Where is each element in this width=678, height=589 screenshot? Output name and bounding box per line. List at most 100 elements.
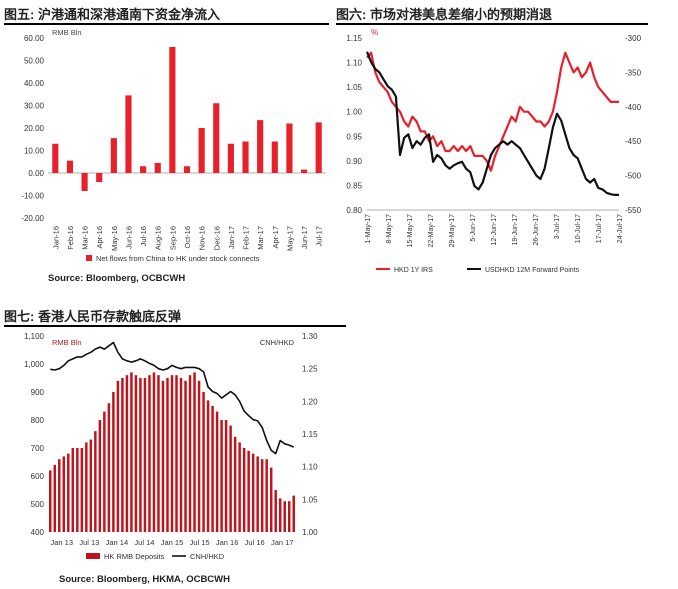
bar — [161, 380, 165, 532]
bar — [260, 459, 264, 532]
bar — [67, 453, 70, 532]
y-right-tick-label: -400 — [625, 103, 642, 112]
bar — [94, 431, 97, 532]
bar — [107, 403, 111, 532]
y-right-tick-label: -350 — [625, 68, 642, 77]
x-tick-label: Mar-16 — [81, 226, 90, 250]
bar — [80, 448, 84, 532]
bar — [154, 162, 161, 173]
x-tick-label: Feb-16 — [66, 226, 75, 250]
chart-title-5: 图五: 沪港通和深港通南下资金净流入 — [4, 7, 220, 22]
legend-label: Net flows from China to HK under stock c… — [96, 254, 260, 263]
bar — [265, 459, 268, 532]
bar — [274, 490, 277, 532]
x-tick-label: Jan 13 — [51, 538, 74, 547]
series-line-cnh-hkd — [50, 341, 295, 455]
title-underline — [4, 23, 329, 25]
y-right-tick-label: 1.00 — [302, 528, 318, 537]
x-tick-label: Jan 14 — [106, 538, 129, 547]
x-tick-label: Dec-16 — [212, 226, 221, 250]
x-tick-label: 3-Jul-17 — [554, 214, 561, 239]
bar — [206, 400, 210, 532]
bar — [134, 375, 138, 532]
x-tick-label: Nov-16 — [198, 226, 207, 250]
y-right-tick-label: 1.10 — [302, 463, 318, 472]
x-tick-label: 15-May-17 — [407, 214, 414, 248]
x-tick-label: Jul 15 — [190, 538, 210, 547]
legend-label: HK RMB Deposits — [104, 552, 165, 561]
x-tick-label: 26-Jun-17 — [533, 214, 540, 246]
bar — [271, 141, 278, 173]
chart-source-7: Source: Bloomberg, HKMA, OCBCWH — [59, 574, 230, 585]
legend-swatch — [86, 255, 92, 261]
bar — [52, 143, 59, 173]
y-left-tick-label: 0.95 — [346, 132, 362, 141]
y-right-tick-label: -450 — [625, 137, 642, 146]
bar — [169, 47, 176, 173]
y-left-tick-label: 1.00 — [346, 108, 362, 117]
y-left-tick-label: 0.80 — [346, 206, 362, 215]
x-tick-label: Jul-17 — [315, 226, 324, 246]
y-left-tick-label: 0.85 — [346, 181, 362, 190]
bar — [257, 120, 264, 173]
bar — [170, 375, 174, 532]
unit-label-left: RMB Bln — [52, 338, 82, 347]
bar — [211, 406, 214, 532]
bar — [125, 95, 132, 173]
bar — [89, 439, 93, 532]
x-tick-label: 29-May-17 — [449, 214, 456, 248]
bar — [256, 456, 259, 532]
bar — [224, 420, 228, 532]
bar — [62, 456, 66, 532]
bar — [140, 166, 147, 173]
title-underline — [4, 325, 346, 327]
bar — [179, 378, 183, 532]
x-tick-label: 22-May-17 — [428, 214, 435, 248]
title-underline — [336, 23, 648, 25]
unit-label: RMB Bln — [52, 28, 82, 37]
y-right-tick-label: 1.30 — [302, 332, 318, 341]
bar — [283, 501, 286, 532]
bar — [193, 372, 196, 532]
bar — [110, 138, 117, 173]
bar — [233, 436, 237, 532]
bar — [53, 464, 57, 532]
x-tick-label: 1-May-17 — [365, 214, 372, 244]
bar — [183, 166, 191, 173]
x-tick-label: 19-Jun-17 — [512, 214, 519, 246]
bar — [286, 123, 293, 173]
bar — [215, 411, 219, 532]
legend-label: HKD 1Y IRS — [394, 267, 433, 274]
y-left-tick-label: 500 — [31, 500, 45, 509]
bar — [227, 143, 234, 173]
bar — [278, 498, 282, 532]
chart-panel-6: 图六: 市场对港美息差缩小的预期消退 % 1.15 1.10 1.05 1.00 0.95… — [336, 4, 676, 294]
x-tick-label: 24-Jul-17 — [617, 214, 624, 243]
bar — [220, 420, 223, 532]
y-left-tick-label: 1.05 — [346, 83, 362, 92]
y-left-tick-label: 800 — [31, 416, 45, 425]
unit-label-right: CNH/HKD — [260, 338, 295, 347]
y-tick-label: 60.00 — [24, 34, 45, 43]
bar — [152, 372, 156, 532]
bar — [139, 378, 142, 532]
y-right-tick-label: -500 — [625, 172, 642, 181]
bar — [242, 141, 249, 173]
x-tick-label: 12-Jun-17 — [491, 214, 498, 246]
bar — [66, 160, 74, 173]
x-tick-label: 10-Jul-17 — [575, 214, 582, 243]
bar — [125, 375, 129, 532]
legend-label: CNH/HKD — [190, 552, 225, 561]
bar — [71, 448, 75, 532]
bar — [98, 420, 102, 532]
x-tick-label: Jan-16 — [51, 226, 60, 249]
y-right-tick-label: 1.05 — [302, 495, 318, 504]
bar — [112, 392, 115, 532]
bar — [157, 375, 160, 532]
x-tick-label: Jul 14 — [134, 538, 154, 547]
bar — [269, 467, 273, 532]
y-tick-label: 40.00 — [24, 79, 45, 88]
line-chart-hkd-irs-forward-points: % 1.15 1.10 1.05 1.00 0.95 0.90 0.85 0.80 -300 -35… — [346, 28, 642, 274]
bar — [300, 169, 308, 173]
y-left-tick-label: 600 — [31, 472, 45, 481]
